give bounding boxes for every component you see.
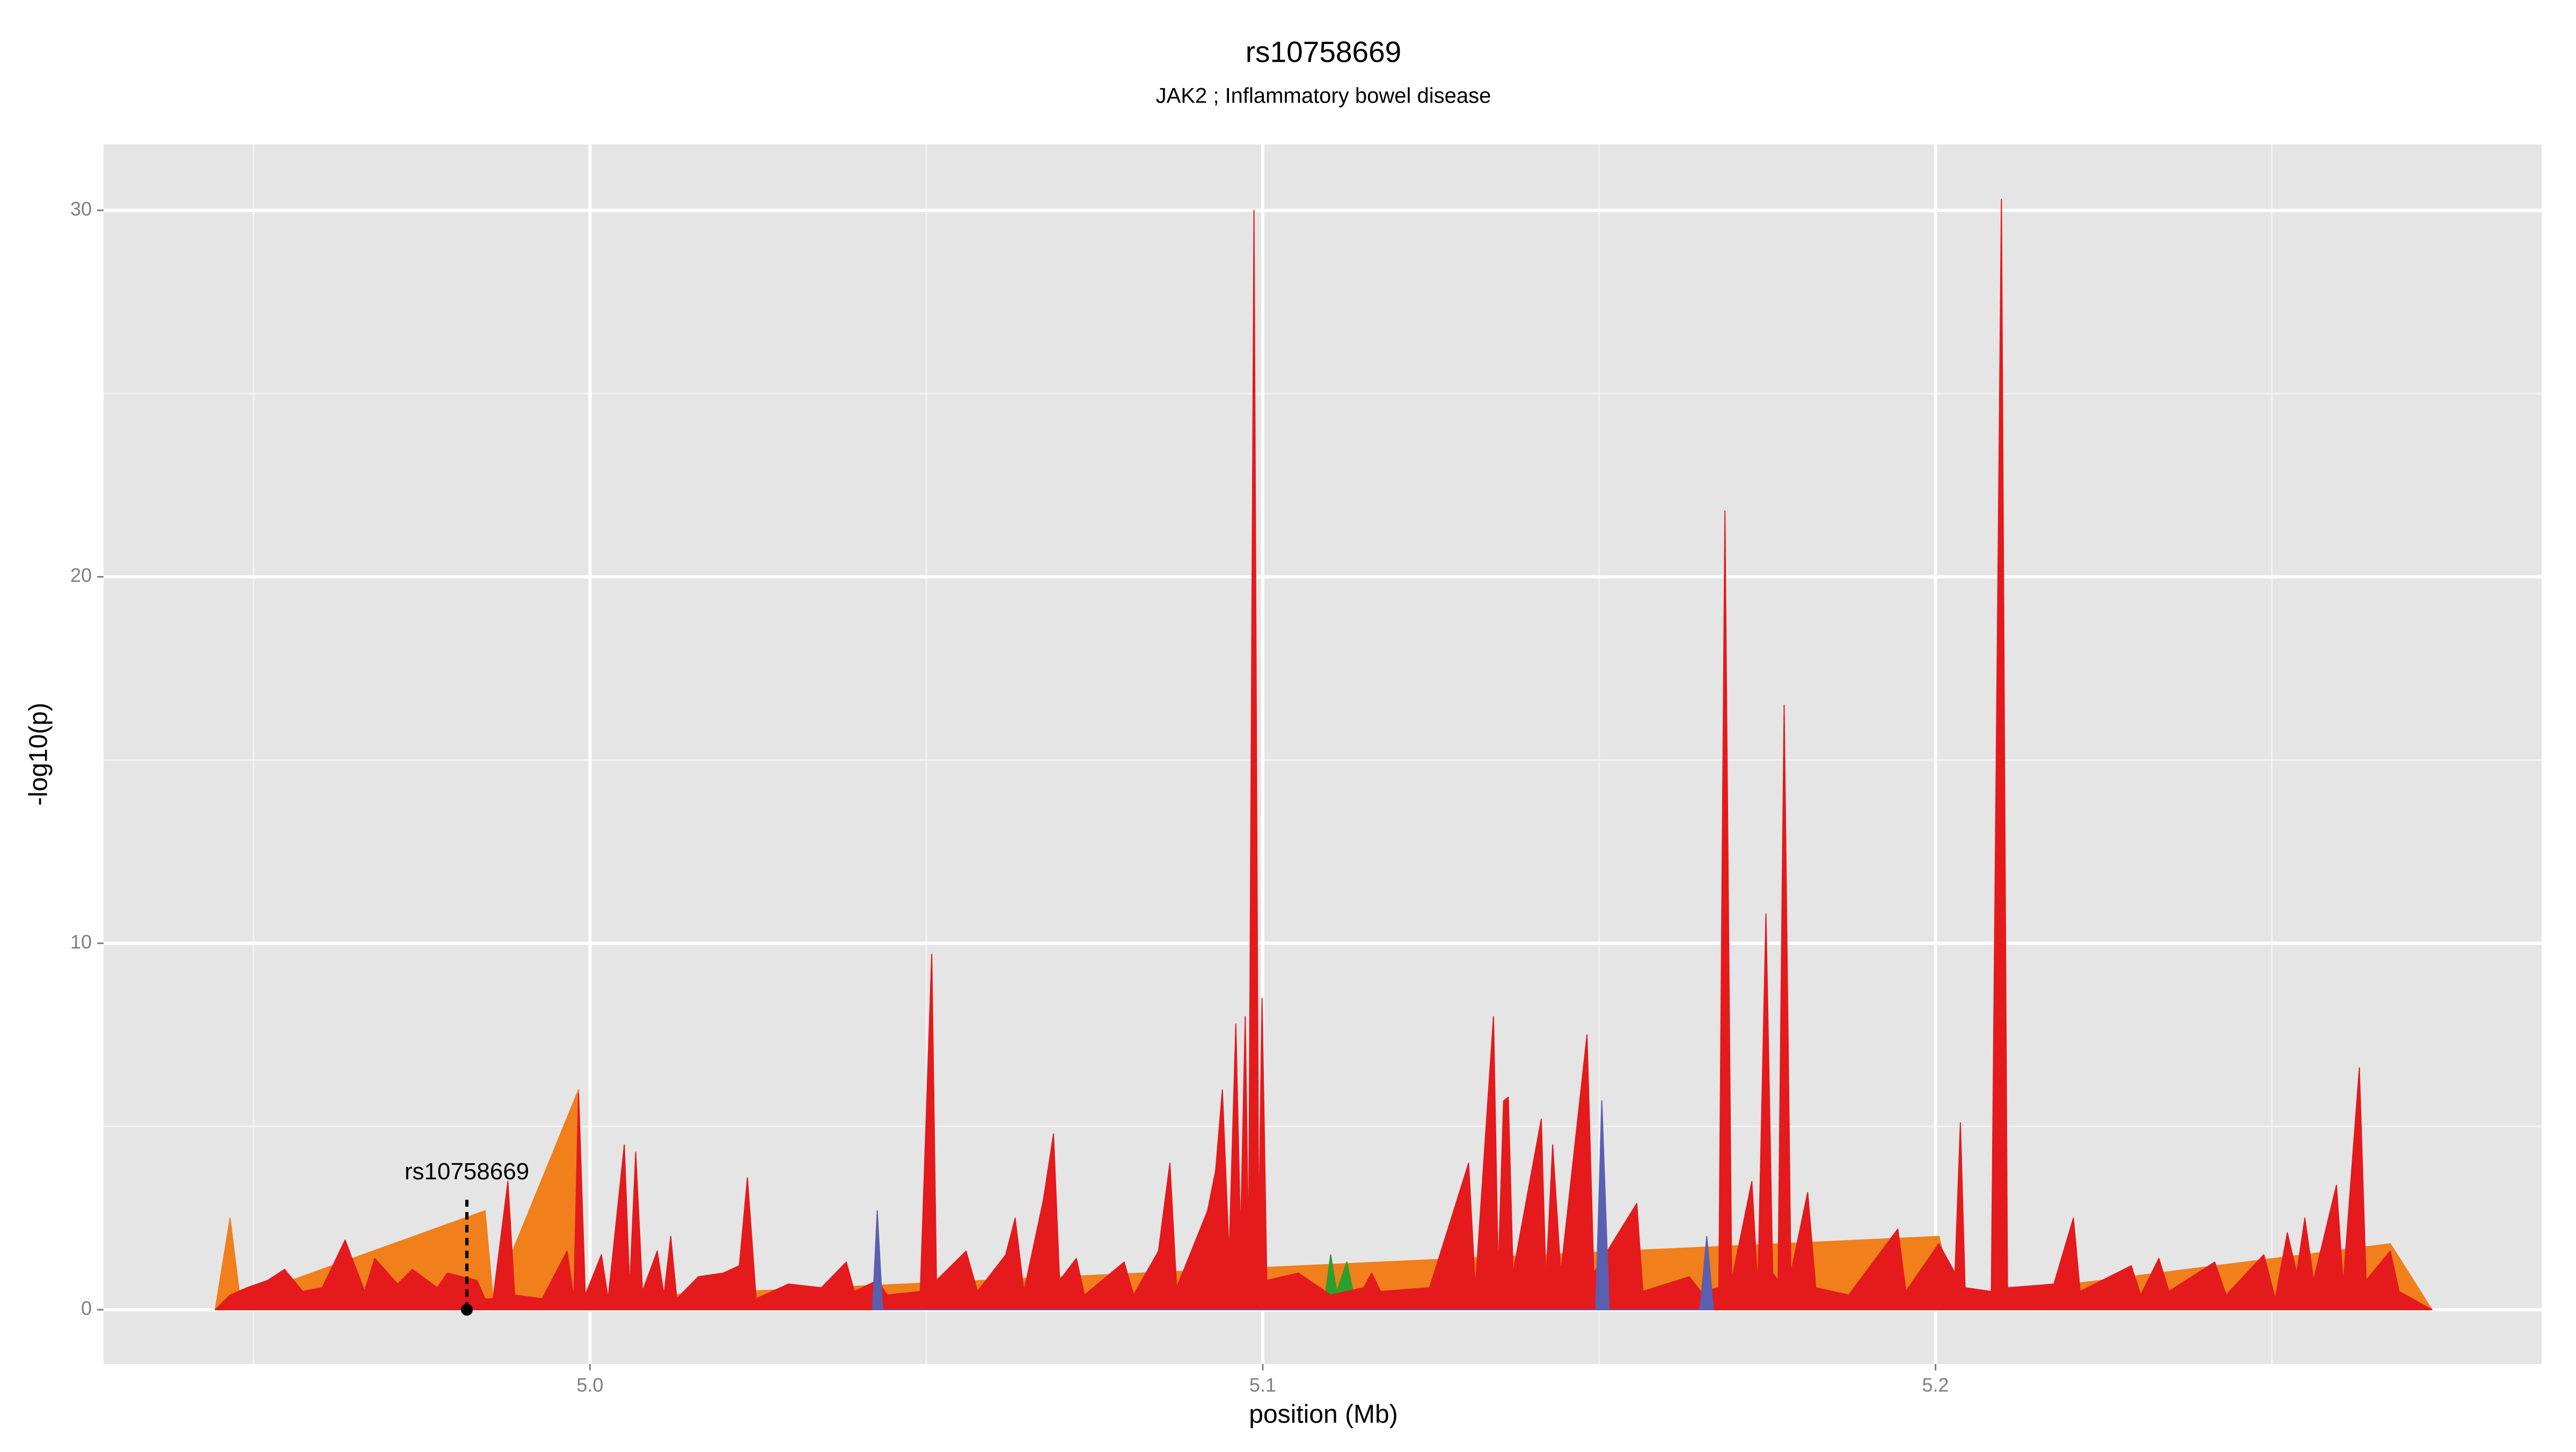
y-axis-label: -log10(p) (25, 703, 53, 806)
chart-title: rs10758669 (1246, 35, 1402, 69)
y-tick-label: 10 (70, 931, 92, 953)
x-tick-label: 5.1 (1249, 1374, 1276, 1396)
x-tick-label: 5.2 (1922, 1374, 1949, 1396)
y-tick-label: 20 (70, 564, 92, 586)
y-tick-label: 0 (81, 1297, 92, 1319)
marks: rs10758669 (215, 199, 2433, 1316)
x-tick-label: 5.0 (576, 1374, 603, 1396)
x-axis-label: position (Mb) (1249, 1400, 1397, 1429)
axes: 5.0 5.1 5.2 0 10 20 30 (70, 198, 1949, 1396)
plot-background (104, 144, 2542, 1364)
chart-subtitle: JAK2 ; Inflammatory bowel disease (1156, 84, 1491, 108)
area (215, 199, 2433, 1310)
area (872, 1100, 1714, 1310)
annotation-point (460, 1303, 473, 1316)
y-tick-label: 30 (70, 198, 92, 220)
annotation-label: rs10758669 (405, 1158, 529, 1185)
